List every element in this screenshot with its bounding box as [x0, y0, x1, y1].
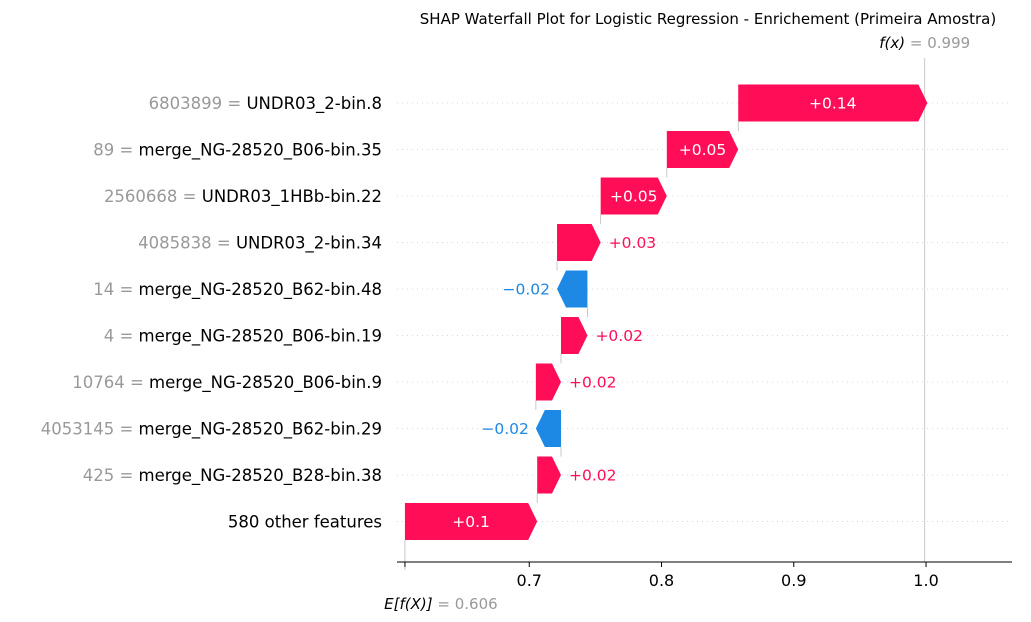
waterfall-bar [535, 363, 561, 401]
base-value-label: E[f(X)] = 0.606 [384, 595, 498, 613]
feature-value: 4 = [104, 327, 139, 346]
feature-name: merge_NG-28520_B06-bin.19 [139, 327, 382, 347]
bar-value-label: −0.02 [503, 281, 551, 299]
feature-label: 4 = merge_NG-28520_B06-bin.19 [104, 327, 382, 347]
feature-name: merge_NG-28520_B06-bin.9 [149, 373, 382, 393]
x-axis: 0.7 0.8 0.9 1.0 [397, 561, 1012, 590]
feature-label: 2560668 = UNDR03_1HBb-bin.22 [104, 187, 382, 207]
base-value-symbol: E[f(X)] [384, 595, 433, 613]
bar-value-label: +0.05 [610, 188, 658, 206]
bar-value-label: +0.02 [569, 467, 617, 485]
feature-label: 89 = merge_NG-28520_B06-bin.35 [93, 141, 382, 161]
waterfall-bar [600, 177, 667, 215]
waterfall-bar [666, 131, 739, 168]
feature-name: merge_NG-28520_B28-bin.38 [139, 466, 382, 486]
feature-label: 425 = merge_NG-28520_B28-bin.38 [83, 466, 382, 486]
chart-title: SHAP Waterfall Plot for Logistic Regress… [420, 10, 996, 28]
feature-value: 6803899 = [149, 94, 247, 113]
feature-label: 6803899 = UNDR03_2-bin.8 [149, 94, 382, 114]
x-tick-label: 0.8 [649, 571, 674, 590]
output-value-label: f(x) = 0.999 [879, 34, 970, 52]
waterfall-bar [404, 503, 538, 540]
feature-label: 4053145 = merge_NG-28520_B62-bin.29 [41, 420, 382, 440]
feature-name: merge_NG-28520_B62-bin.48 [139, 280, 382, 300]
feature-value: 4085838 = [138, 234, 236, 253]
x-tick-label: 1.0 [913, 571, 938, 590]
feature-labels: 6803899 = UNDR03_2-bin.8 89 = merge_NG-28… [41, 94, 382, 532]
feature-name: UNDR03_2-bin.8 [246, 94, 382, 114]
feature-label: 4085838 = UNDR03_2-bin.34 [138, 234, 382, 254]
output-value-symbol: f(x) [879, 34, 905, 52]
feature-label: 580 other features [228, 513, 382, 532]
feature-name: merge_NG-28520_B06-bin.35 [139, 141, 382, 161]
bar-value-label: +0.02 [569, 374, 617, 392]
output-value-annotation: f(x) = 0.999 [879, 34, 970, 52]
bar-value-label: +0.03 [609, 234, 657, 252]
feature-name: merge_NG-28520_B62-bin.29 [139, 420, 382, 440]
x-tick-label: 0.9 [781, 571, 806, 590]
x-tick-label: 0.7 [517, 571, 542, 590]
base-value-number: = 0.606 [433, 595, 498, 613]
feature-label: 14 = merge_NG-28520_B62-bin.48 [93, 280, 382, 300]
bar-value-label: +0.05 [679, 141, 727, 159]
feature-name: UNDR03_1HBb-bin.22 [202, 187, 382, 207]
base-value-annotation: E[f(X)] = 0.606 [384, 595, 498, 613]
feature-value: 10764 = [72, 373, 149, 392]
feature-value: 14 = [93, 280, 138, 299]
waterfall-bar [738, 84, 928, 122]
output-value-number: = 0.999 [905, 34, 970, 52]
feature-label: 10764 = merge_NG-28520_B06-bin.9 [72, 373, 382, 393]
feature-name: 580 other features [228, 513, 382, 532]
bar-value-label: +0.14 [809, 95, 857, 113]
waterfall-bar [537, 456, 561, 494]
waterfall-bar [561, 317, 588, 354]
bar-value-label: +0.02 [595, 327, 643, 345]
feature-value: 425 = [83, 466, 139, 485]
waterfall-bar [557, 270, 588, 308]
waterfall-bar [557, 224, 601, 261]
bars: +0.14 +0.05 +0.05 +0.03 −0.02 +0.02 +0.02 −0.02… [404, 84, 928, 540]
feature-name: UNDR03_2-bin.34 [236, 234, 382, 254]
value-guides [404, 58, 926, 570]
waterfall-bar [535, 410, 561, 447]
feature-value: 89 = [93, 141, 138, 160]
bar-value-label: −0.02 [481, 420, 529, 438]
feature-value: 2560668 = [104, 187, 202, 206]
feature-value: 4053145 = [41, 420, 139, 439]
bar-value-label: +0.1 [452, 513, 490, 531]
